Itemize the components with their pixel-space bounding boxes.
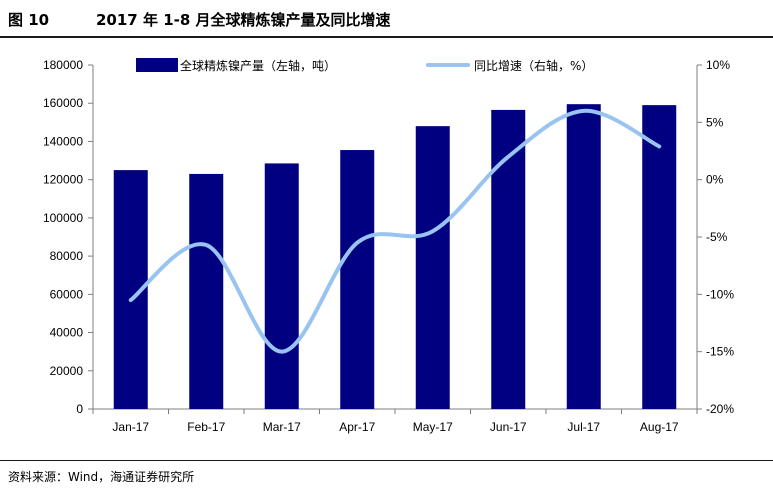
right-axis-tick-label: 10% [706,58,730,72]
x-axis-tick-label: Jan-17 [112,420,149,434]
x-axis-tick-label: Jun-17 [490,420,527,434]
left-axis-tick-label: 80000 [50,249,84,263]
nickel-production-chart: 0 20000 40000 60000 80000 100000 120000 140000 1… [43,58,734,434]
right-axis-tick-label: -10% [706,287,734,301]
source-note: 资料来源：Wind，海通证券研究所 [8,470,195,484]
left-axis-tick-label: 160000 [43,96,83,110]
left-axis-tick-label: 0 [76,402,83,416]
legend-bar-label: 全球精炼镍产量（左轴，吨） [180,58,336,73]
growth-rate-line [128,108,662,354]
x-axis-tick-label: May-17 [413,420,453,434]
bar [566,104,601,409]
axes: 0 20000 40000 60000 80000 100000 120000 140000 1… [43,58,734,434]
right-axis-tick-label: 5% [706,115,724,129]
x-axis-tick-label: Feb-17 [187,420,225,434]
legend: 全球精炼镍产量（左轴，吨） 同比增速（右轴，%） [136,58,593,73]
left-axis-tick-label: 20000 [50,364,84,378]
figure-header: 图 10 2017 年 1-8 月全球精炼镍产量及同比增速 [0,0,773,36]
right-axis-tick-label: -20% [706,402,734,416]
bar [340,150,375,409]
x-axis-tick-label: Aug-17 [640,420,679,434]
left-axis-tick-label: 120000 [43,173,83,187]
bar [642,105,677,409]
bar [189,173,224,409]
bar [491,109,526,410]
left-axis-tick-label: 180000 [43,58,83,72]
right-axis-tick-label: -5% [706,230,728,244]
bar [415,126,450,410]
x-axis-tick-label: Apr-17 [339,420,375,434]
legend-line-label: 同比增速（右轴，%） [474,58,593,73]
x-axis-tick-label: Jul-17 [567,420,600,434]
figure-title: 2017 年 1-8 月全球精炼镍产量及同比增速 [96,11,391,29]
left-axis-tick-label: 40000 [50,326,84,340]
right-axis-tick-label: 0% [706,173,724,187]
line-series [128,108,662,354]
x-axis-tick-label: Mar-17 [263,420,301,434]
left-axis-tick-label: 140000 [43,134,83,148]
left-axis-tick-label: 60000 [50,287,84,301]
figure-number: 图 10 [8,11,50,29]
legend-bar-swatch [136,58,178,72]
right-axis-tick-label: -15% [706,345,734,359]
bar [264,163,299,409]
bars-series [113,104,677,410]
header-rule [0,36,773,38]
footer-rule [0,460,773,461]
left-axis-tick-label: 100000 [43,211,83,225]
